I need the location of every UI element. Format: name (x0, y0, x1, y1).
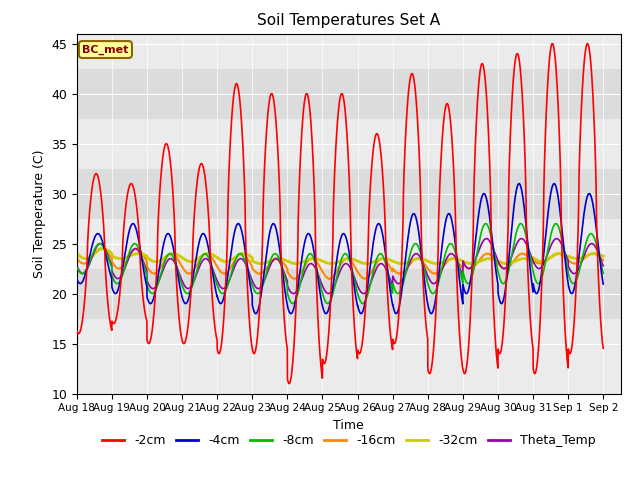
Bar (77, 269, 621, 319)
Bar (77, 69, 621, 119)
Title: Soil Temperatures Set A: Soil Temperatures Set A (257, 13, 440, 28)
Legend: -2cm, -4cm, -8cm, -16cm, -32cm, Theta_Temp: -2cm, -4cm, -8cm, -16cm, -32cm, Theta_Te… (97, 429, 601, 452)
Bar (77, 168, 621, 218)
Y-axis label: Soil Temperature (C): Soil Temperature (C) (33, 149, 45, 278)
X-axis label: Time: Time (333, 419, 364, 432)
Text: BC_met: BC_met (82, 44, 129, 55)
